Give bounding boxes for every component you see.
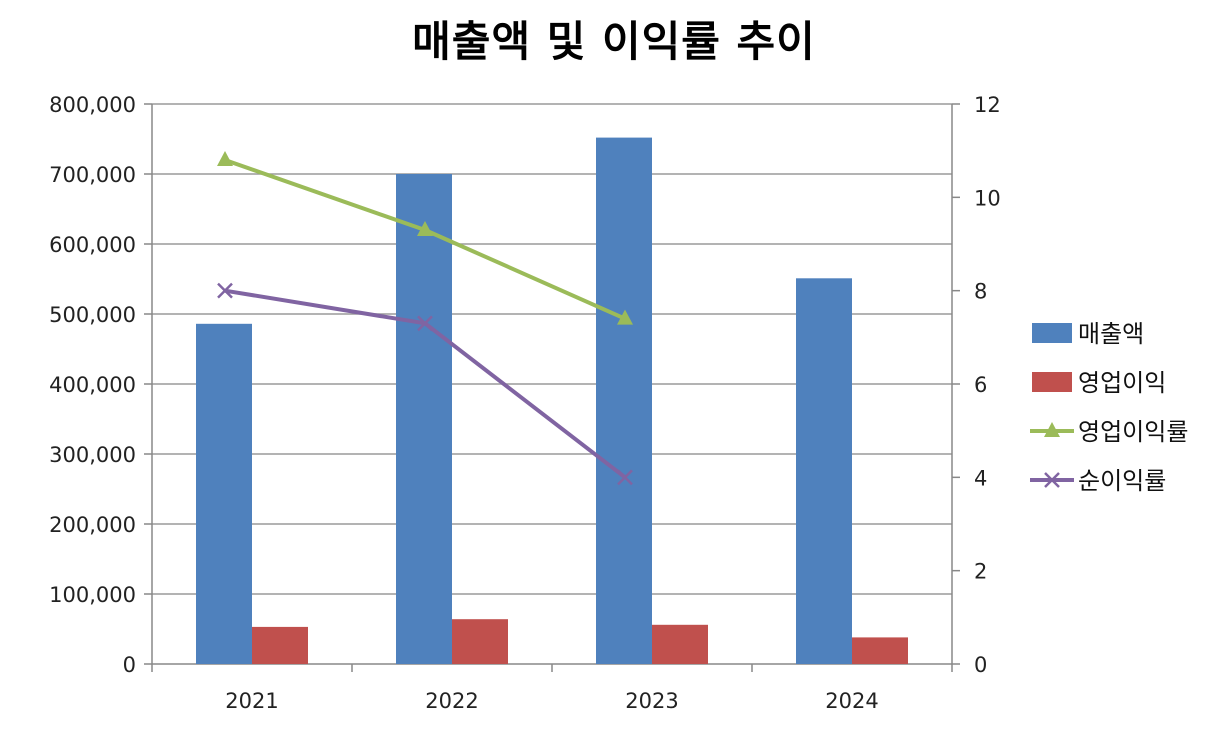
marker-순이익률 — [417, 315, 433, 332]
bar-영업이익-2021 — [252, 626, 308, 664]
gridlines — [152, 103, 952, 595]
legend-item-영업이익률: 영업이익률 — [1030, 418, 1188, 446]
marker-순이익률 — [617, 469, 633, 486]
legend-label: 영업이익 — [1078, 369, 1166, 397]
tick-labels: 0 100,000 200,000 300,000 400,000 500,000 600,… — [49, 93, 1001, 713]
legend-label: 영업이익률 — [1078, 418, 1188, 446]
marker-영업이익률 — [417, 221, 433, 236]
bars — [196, 137, 908, 665]
legend-marker — [1044, 422, 1060, 437]
marker-영업이익률 — [217, 151, 233, 166]
bar-매출액-2022 — [396, 174, 452, 664]
x-axis-tick-label: 2024 — [825, 689, 878, 713]
bar-영업이익-2023 — [652, 624, 708, 664]
bar-매출액-2021 — [196, 323, 252, 664]
bar-영업이익-2024 — [852, 637, 908, 664]
left-axis-tick-label: 300,000 — [49, 443, 136, 467]
legend-label: 순이익률 — [1078, 467, 1166, 495]
legend-item-순이익률: 순이익률 — [1030, 467, 1166, 495]
marker-stroke — [617, 469, 633, 486]
x-axis-tick-label: 2022 — [425, 689, 478, 713]
right-axis-tick-label: 2 — [974, 560, 987, 584]
right-axis-tick-label: 0 — [974, 653, 987, 677]
marker-stroke — [217, 282, 233, 299]
left-axis-tick-label: 100,000 — [49, 583, 136, 607]
legend-label: 매출액 — [1078, 320, 1144, 348]
lines — [217, 151, 633, 486]
left-axis-tick-label: 700,000 — [49, 163, 136, 187]
left-axis-tick-label: 800,000 — [49, 93, 136, 117]
bar-영업이익-2022 — [452, 619, 508, 664]
left-axis-tick-label: 500,000 — [49, 303, 136, 327]
legend-marker — [1044, 472, 1060, 488]
legend-swatch — [1032, 372, 1072, 392]
marker-영업이익률 — [617, 309, 633, 325]
x-axis-tick-label: 2023 — [625, 689, 678, 713]
bar-매출액-2023 — [596, 137, 652, 665]
legend-item-영업이익: 영업이익 — [1032, 369, 1166, 397]
x-axis-tick-label: 2021 — [225, 689, 278, 713]
right-axis-tick-label: 10 — [974, 186, 1001, 210]
left-axis-tick-label: 600,000 — [49, 233, 136, 257]
left-axis-tick-label: 400,000 — [49, 373, 136, 397]
marker-순이익률 — [217, 282, 233, 299]
bar-매출액-2024 — [796, 278, 852, 664]
marker-stroke — [417, 315, 433, 332]
left-axis-tick-label: 200,000 — [49, 513, 136, 537]
legend-swatch — [1032, 323, 1072, 343]
right-axis-tick-label: 6 — [974, 373, 987, 397]
legend-item-매출액: 매출액 — [1032, 320, 1144, 348]
chart-title: 매출액 및 이익률 추이 — [412, 17, 816, 66]
right-axis-tick-label: 12 — [974, 93, 1001, 117]
right-axis-tick-label: 8 — [974, 280, 987, 304]
left-axis-tick-label: 0 — [123, 653, 136, 677]
right-axis-tick-label: 4 — [974, 466, 987, 490]
